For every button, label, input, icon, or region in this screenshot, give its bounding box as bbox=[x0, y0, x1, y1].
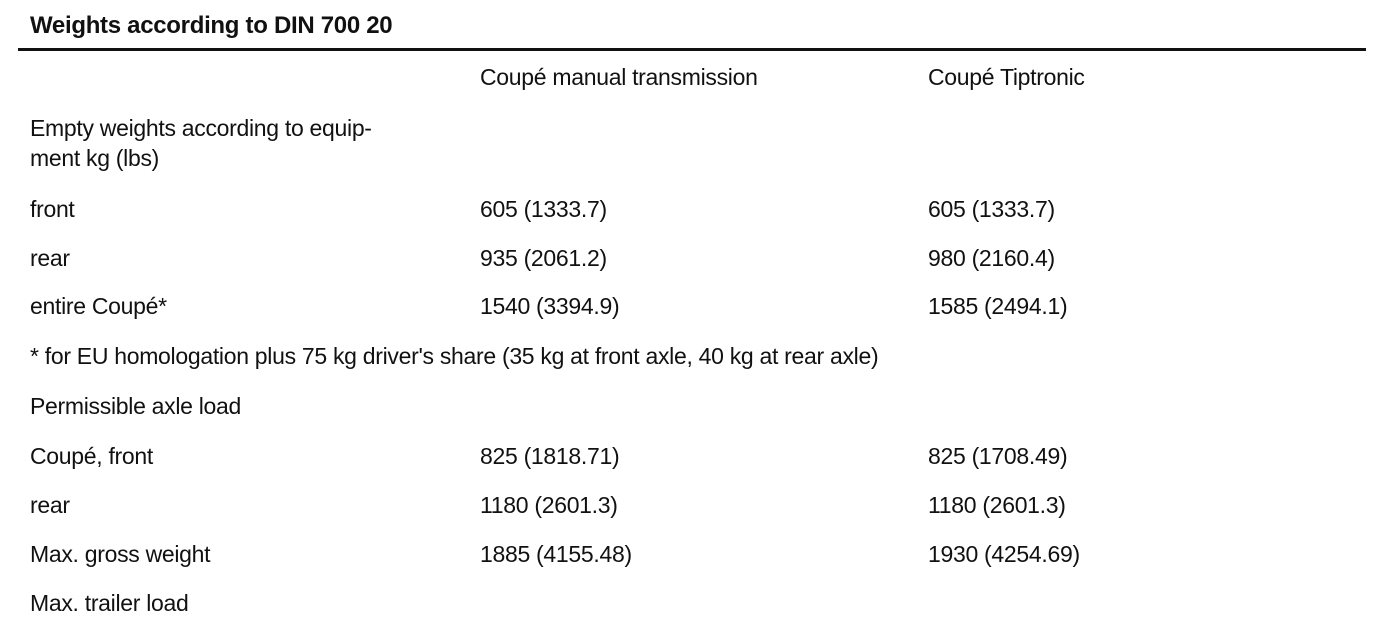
rule bbox=[18, 48, 1366, 51]
row-text: * for EU homologation plus 75 kg driver'… bbox=[30, 343, 879, 369]
cell: 605 (1333.7) bbox=[480, 196, 607, 222]
cell: 825 (1708.49) bbox=[928, 443, 1068, 469]
cell: 1585 (2494.1) bbox=[928, 293, 1068, 319]
row-label: Max. gross weight bbox=[30, 541, 211, 567]
cell: 825 (1818.71) bbox=[480, 443, 620, 469]
row-label: front bbox=[30, 196, 75, 222]
cell: 980 (2160.4) bbox=[928, 245, 1055, 271]
row-text: Permissible axle load bbox=[30, 393, 242, 419]
row-label: Coupé, front bbox=[30, 443, 153, 469]
row-text: Empty weights according to equip- ment k… bbox=[30, 115, 372, 171]
cell: 605 (1333.7) bbox=[928, 196, 1055, 222]
cell: 1540 (3394.9) bbox=[480, 293, 620, 319]
cell: 1885 (4155.48) bbox=[480, 541, 632, 567]
cell: 1930 (4254.69) bbox=[928, 541, 1080, 567]
cell: 1180 (2601.3) bbox=[928, 492, 1066, 518]
row-label: rear bbox=[30, 245, 70, 271]
row-text: Max. trailer load bbox=[30, 590, 189, 616]
column-header: Coupé Tiptronic bbox=[928, 64, 1085, 90]
title: Weights according to DIN 700 20 bbox=[30, 12, 393, 39]
cell: 935 (2061.2) bbox=[480, 245, 607, 271]
column-header: Coupé manual transmission bbox=[480, 64, 758, 90]
cell: 1180 (2601.3) bbox=[480, 492, 618, 518]
row-label: rear bbox=[30, 492, 70, 518]
row-label: entire Coupé* bbox=[30, 293, 167, 319]
